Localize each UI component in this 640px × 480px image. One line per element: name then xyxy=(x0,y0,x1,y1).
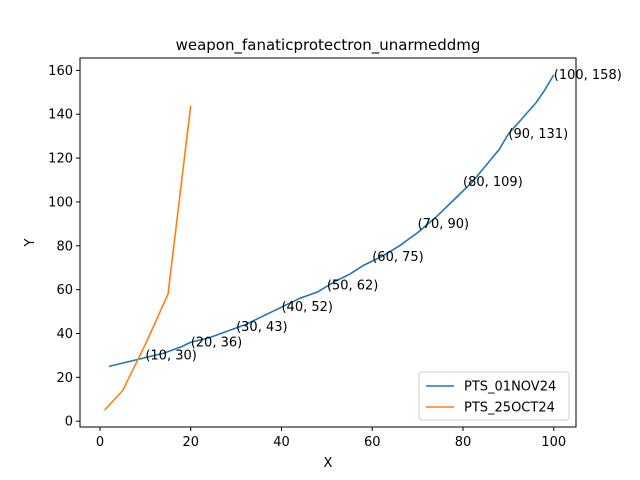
legend-box xyxy=(418,371,570,421)
data-label: (20, 36) xyxy=(191,335,243,350)
data-label: (80, 109) xyxy=(463,175,523,190)
y-tick-label: 160 xyxy=(48,64,73,79)
series-line-1 xyxy=(108,74,555,368)
series-line-2 xyxy=(103,105,192,411)
y-tick-label: 120 xyxy=(48,152,73,167)
x-tick-label: 20 xyxy=(182,435,199,450)
x-tick-label: 40 xyxy=(273,435,290,450)
y-tick-label: 80 xyxy=(56,239,73,254)
y-tick-label: 140 xyxy=(48,108,73,123)
chart-title: weapon_fanaticprotectron_unarmeddmg xyxy=(176,36,481,55)
data-label: (100, 158) xyxy=(554,68,622,83)
x-tick-label: 0 xyxy=(96,435,104,450)
x-tick-label: 80 xyxy=(455,435,472,450)
legend: PTS_01NOV24 PTS_25OCT24 xyxy=(418,371,570,421)
y-tick-label: 20 xyxy=(56,371,73,386)
x-tick-label: 60 xyxy=(364,435,381,450)
legend-entry: PTS_25OCT24 xyxy=(464,401,555,416)
y-tick-label: 40 xyxy=(56,327,73,342)
data-label: (90, 131) xyxy=(508,127,568,142)
y-tick-label: 100 xyxy=(48,195,73,210)
data-label: (10, 30) xyxy=(145,348,197,363)
plot-frame xyxy=(79,57,577,428)
data-label: (30, 43) xyxy=(236,320,288,335)
data-label: (40, 52) xyxy=(281,300,333,315)
x-tick-label: 100 xyxy=(541,435,566,450)
y-tick-label: 0 xyxy=(65,415,73,430)
x-axis-title: X xyxy=(324,456,333,471)
plot-area: (10, 30)(20, 36)(30, 43) (40, 52) (50, 62)… xyxy=(103,68,622,411)
data-label: (70, 90) xyxy=(418,217,470,232)
y-axis-title: Y xyxy=(23,238,38,247)
data-label: (50, 62) xyxy=(327,278,379,293)
data-label: (60, 75) xyxy=(372,250,424,265)
legend-entry: PTS_01NOV24 xyxy=(464,380,556,395)
y-tick-label: 60 xyxy=(56,283,73,298)
y-axis: 0 20 40 60 80 100 120 140 160 xyxy=(48,64,80,430)
x-axis: 0 20 40 60 80 100 xyxy=(96,427,566,450)
